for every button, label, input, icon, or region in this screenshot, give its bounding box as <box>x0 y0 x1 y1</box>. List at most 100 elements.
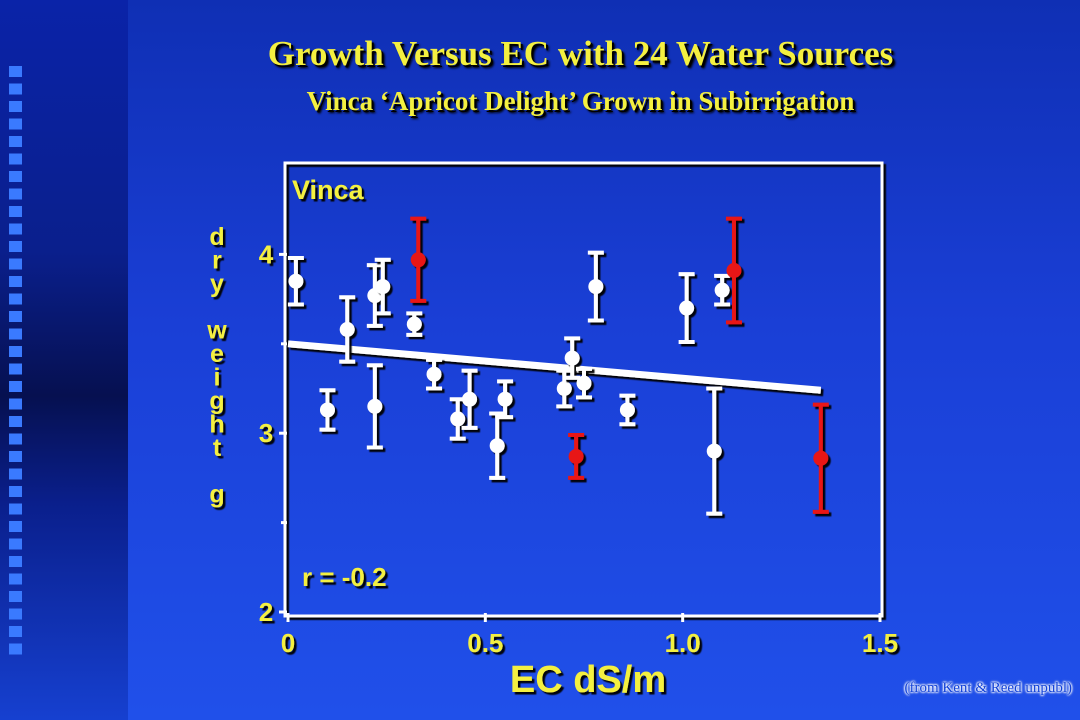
point-marker <box>497 391 513 407</box>
point-marker <box>426 366 442 382</box>
point-marker <box>450 411 466 427</box>
point-marker <box>813 450 829 466</box>
white-data-point <box>374 257 391 316</box>
decorative-square <box>9 171 22 182</box>
panel-label: Vinca <box>292 175 365 205</box>
decorative-square <box>9 136 22 147</box>
point-marker <box>568 448 584 464</box>
decorative-square <box>9 433 22 445</box>
y-axis-label-letter: i <box>214 364 221 392</box>
point-marker <box>588 279 604 295</box>
decorative-square <box>9 276 22 287</box>
decorative-square <box>9 66 22 77</box>
point-marker <box>706 443 722 459</box>
point-marker <box>319 402 335 418</box>
y-axis-label-letter: y <box>210 270 224 298</box>
white-data-point <box>564 336 581 380</box>
y-axis-label-letter: g <box>209 387 224 415</box>
white-data-point <box>461 368 478 430</box>
white-data-point <box>587 250 604 323</box>
point-marker <box>367 398 383 414</box>
slide-subtitle: Vinca ‘Apricot Delight’ Grown in Subirri… <box>306 86 855 116</box>
decorative-square <box>9 258 22 270</box>
red-data-point <box>568 432 585 480</box>
decorative-square-column <box>9 66 22 655</box>
x-tick-label: 0.5 <box>467 628 503 658</box>
decorative-square <box>9 608 22 620</box>
decorative-square <box>9 328 22 340</box>
correlation-annotation: r = -0.2 <box>302 562 387 592</box>
decorative-square <box>9 521 22 532</box>
x-axis-label: EC dS/m <box>510 659 666 701</box>
y-axis-label-letter: w <box>206 317 227 345</box>
decorative-square <box>9 451 22 462</box>
white-data-point <box>706 386 723 516</box>
point-marker <box>619 402 635 418</box>
white-data-point <box>366 263 383 328</box>
decorative-square <box>9 573 22 585</box>
y-axis-label-letter: e <box>210 340 224 368</box>
white-data-point <box>489 411 506 480</box>
decorative-square <box>9 381 22 392</box>
point-marker <box>462 391 478 407</box>
decorative-square <box>9 241 22 252</box>
white-data-point <box>576 366 592 400</box>
decorative-square <box>9 556 22 567</box>
point-marker <box>410 252 426 268</box>
y-tick-label: 2 <box>259 597 273 627</box>
white-data-point <box>287 255 304 307</box>
decorative-square <box>9 398 22 410</box>
point-marker <box>288 273 304 289</box>
y-tick-label: 4 <box>259 239 274 269</box>
x-tick-label: 0 <box>281 628 295 658</box>
decorative-square <box>9 591 22 602</box>
y-axis-label-letter: r <box>212 247 222 275</box>
decorative-square <box>9 188 22 200</box>
decorative-square <box>9 118 22 130</box>
point-marker <box>556 381 572 396</box>
decorative-square <box>9 486 22 497</box>
y-axis-label-letter: d <box>209 223 224 251</box>
x-tick-labels: 0 0.5 1.0 1.5 <box>281 628 898 658</box>
y-tick-label: 3 <box>259 418 273 448</box>
white-data-point <box>406 311 423 337</box>
decorative-square <box>9 101 22 112</box>
y-axis-label-letter: h <box>209 411 224 439</box>
point-marker <box>406 316 422 332</box>
white-data-point <box>714 273 731 307</box>
point-marker <box>375 279 391 295</box>
red-data-point <box>725 216 742 325</box>
x-tick-label: 1.0 <box>665 628 701 658</box>
y-axis-label-letter: t <box>213 434 222 462</box>
data-points <box>287 216 829 516</box>
white-data-point <box>426 357 443 391</box>
axis-ticks <box>279 252 882 622</box>
white-data-point <box>678 272 695 345</box>
slide-title: Growth Versus EC with 24 Water Sources <box>267 34 894 73</box>
white-data-point <box>449 397 466 441</box>
point-marker <box>339 321 355 337</box>
decorative-square <box>9 311 22 322</box>
white-data-point <box>619 393 636 427</box>
decorative-square <box>9 626 22 637</box>
red-data-point <box>812 402 829 514</box>
plot-frame <box>283 161 884 618</box>
decorative-square <box>9 293 22 305</box>
decorative-square <box>9 468 22 480</box>
y-axis-label-letter: g <box>209 481 224 509</box>
point-marker <box>564 350 580 366</box>
white-data-point <box>339 295 356 364</box>
point-marker <box>726 262 742 278</box>
red-data-point <box>410 216 427 303</box>
trend-line <box>287 340 822 394</box>
source-credit: (from Kent & Reed unpubl) <box>904 680 1072 696</box>
point-marker <box>576 375 592 391</box>
decorative-square <box>9 206 22 217</box>
white-data-point <box>319 388 336 432</box>
x-tick-label: 1.5 <box>862 628 898 658</box>
white-data-point <box>556 368 573 409</box>
decorative-square <box>9 83 22 95</box>
white-data-point <box>497 379 514 420</box>
